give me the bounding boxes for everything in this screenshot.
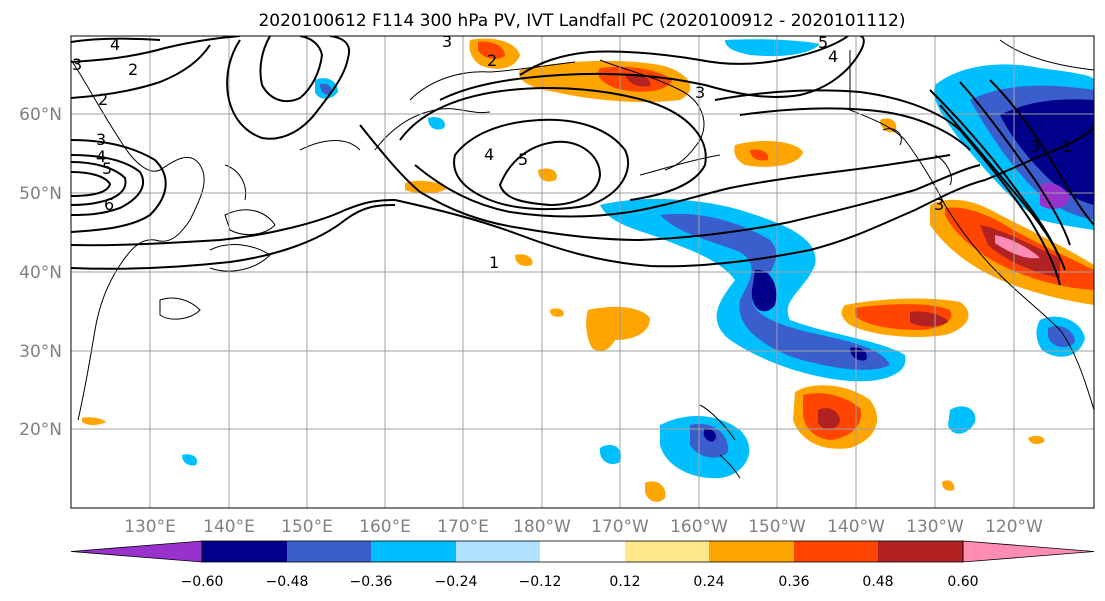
colorbar: −0.60 −0.48 −0.36 −0.24 −0.12 0.12 0.24 … [70,540,1095,590]
colorbar-cell [287,541,371,562]
colorbar-tick: 0.60 [947,574,978,590]
contour-label: 3 [695,83,705,102]
contour-label: 3 [1030,137,1040,156]
colorbar-tick: −0.60 [181,574,224,590]
latitude-labels: 20°N 30°N 40°N 50°N 60°N [19,105,62,440]
contour-label: 4 [96,147,106,166]
lat-label: 50°N [19,184,62,204]
lat-label: 20°N [19,420,62,440]
contour-label: 5 [518,150,528,169]
contour-label: 4 [484,145,494,164]
colorbar-tick: −0.48 [266,574,309,590]
lon-label: 130°E [124,517,176,537]
contour-label: 2 [98,90,108,109]
contour-label: 4 [110,35,120,54]
colorbar-cell [878,541,963,562]
lon-label: 120°W [985,517,1043,537]
contour-label: 3 [934,195,944,214]
contour-label: 3 [442,32,452,51]
colorbar-cell [202,541,287,562]
lon-label: 150°E [281,517,333,537]
colorbar-tick: 0.12 [609,574,640,590]
contour-label: 1 [1062,137,1072,156]
contour-label: 3 [72,55,82,74]
colorbar-cell [456,541,540,562]
contour-labels: 4 3 2 2 3 4 5 6 4 5 1 3 5 4 2 3 3 1 3 [72,32,1072,272]
contour-label: 6 [104,195,114,214]
pv-anomaly-shading [82,38,1094,502]
colorbar-tick: −0.36 [350,574,393,590]
pv-contours [71,36,1094,286]
contour-label: 4 [828,47,838,66]
colorbar-tick: −0.12 [519,574,562,590]
contour-label: 1 [489,253,499,272]
lon-label: 160°W [670,517,728,537]
contour-label: 2 [487,51,497,70]
colorbar-cell [709,541,794,562]
coastlines [71,39,1094,479]
lon-label: 180°W [513,517,571,537]
colorbar-extend-low [70,540,203,563]
colorbar-extend-high [962,540,1095,563]
lon-label: 170°E [437,517,489,537]
lon-label: 150°W [748,517,806,537]
lat-label: 30°N [19,342,62,362]
lon-label: 130°W [906,517,964,537]
colorbar-cell [794,541,878,562]
gridlines [71,36,1094,508]
colorbar-cell [625,541,709,562]
contour-label: 5 [102,159,112,178]
map-panel: 4 3 2 2 3 4 5 6 4 5 1 3 5 4 2 3 3 1 3 [70,32,1095,509]
colorbar-cell [371,541,456,562]
colorbar-tick: 0.36 [778,574,809,590]
colorbar-cells [70,540,1095,563]
map-frame [70,35,1095,509]
colorbar-tick: 0.48 [862,574,893,590]
lon-label: 170°W [591,517,649,537]
colorbar-ticks: −0.60 −0.48 −0.36 −0.24 −0.12 0.12 0.24 … [181,574,979,590]
map-title: 2020100612 F114 300 hPa PV, IVT Landfall… [258,11,905,31]
colorbar-cell [540,541,625,562]
longitude-labels: 130°E 140°E 150°E 160°E 170°E 180°W 170°… [124,517,1043,537]
lat-label: 60°N [19,105,62,125]
contour-label: 5 [818,33,828,52]
lon-label: 140°E [203,517,255,537]
lon-label: 140°W [827,517,885,537]
contour-label: 2 [128,60,138,79]
lat-label: 40°N [19,263,62,283]
colorbar-frame [201,540,964,563]
contour-label: 3 [96,130,106,149]
colorbar-tick: −0.24 [435,574,478,590]
colorbar-tick: 0.24 [693,574,724,590]
lon-label: 160°E [359,517,411,537]
